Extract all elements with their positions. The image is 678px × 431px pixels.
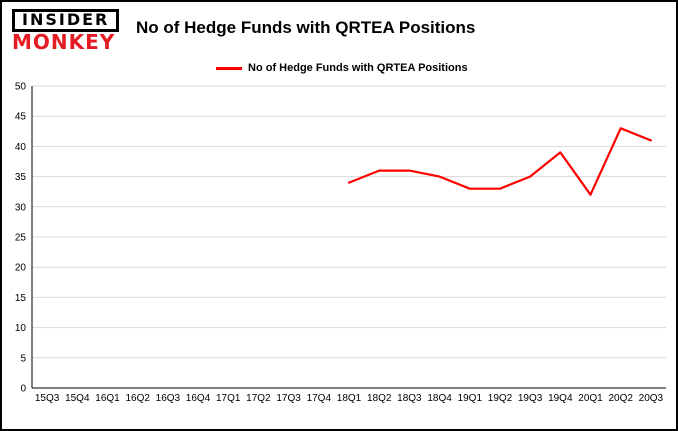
y-tick-label: 40 [15, 142, 27, 153]
x-tick-label: 19Q4 [548, 393, 573, 404]
legend-label: No of Hedge Funds with QRTEA Positions [248, 62, 468, 74]
y-tick-label: 0 [20, 384, 26, 395]
chart-title: No of Hedge Funds with QRTEA Positions [136, 18, 476, 37]
x-tick-label: 15Q4 [65, 393, 90, 404]
x-tick-label: 17Q3 [276, 393, 301, 404]
x-tick-label: 17Q2 [246, 393, 271, 404]
x-tick-label: 16Q4 [186, 393, 211, 404]
x-tick-label: 18Q2 [367, 393, 392, 404]
logo-monkey-text: MONKEY [12, 29, 116, 54]
chart-legend: No of Hedge Funds with QRTEA Positions [216, 62, 468, 74]
insider-monkey-logo: INSIDER MONKEY [12, 9, 120, 54]
y-tick-label: 25 [15, 233, 27, 244]
y-tick-label: 15 [15, 293, 27, 304]
y-tick-label: 45 [15, 112, 27, 123]
y-tick-label: 10 [15, 323, 27, 334]
x-tick-label: 16Q1 [95, 393, 120, 404]
x-tick-label: 18Q4 [427, 393, 452, 404]
x-tick-label: 19Q1 [458, 393, 483, 404]
y-tick-label: 30 [15, 202, 27, 213]
y-tick-label: 5 [20, 353, 26, 364]
x-tick-label: 16Q3 [156, 393, 181, 404]
x-tick-label: 18Q1 [337, 393, 362, 404]
x-tick-label: 19Q3 [518, 393, 543, 404]
x-tick-label: 16Q2 [125, 393, 150, 404]
line-chart: 0 5 10 15 20 25 30 35 40 45 50 15Q3 15Q4 16Q1 16Q2 16Q3… [15, 82, 666, 404]
y-tick-label: 50 [15, 82, 27, 93]
series-line [347, 127, 652, 196]
x-tick-label: 19Q2 [488, 393, 513, 404]
x-tick-label: 18Q3 [397, 393, 422, 404]
x-tick-label: 20Q3 [639, 393, 664, 404]
x-tick-label: 17Q1 [216, 393, 241, 404]
logo-insider-text: INSIDER [12, 9, 120, 32]
x-tick-label: 15Q3 [35, 393, 60, 404]
y-tick-label: 20 [15, 263, 27, 274]
x-tick-label: 20Q2 [608, 393, 633, 404]
y-tick-label: 35 [15, 172, 27, 183]
x-tick-label: 17Q4 [307, 393, 332, 404]
legend-line-swatch [216, 66, 242, 70]
x-tick-label: 20Q1 [578, 393, 603, 404]
